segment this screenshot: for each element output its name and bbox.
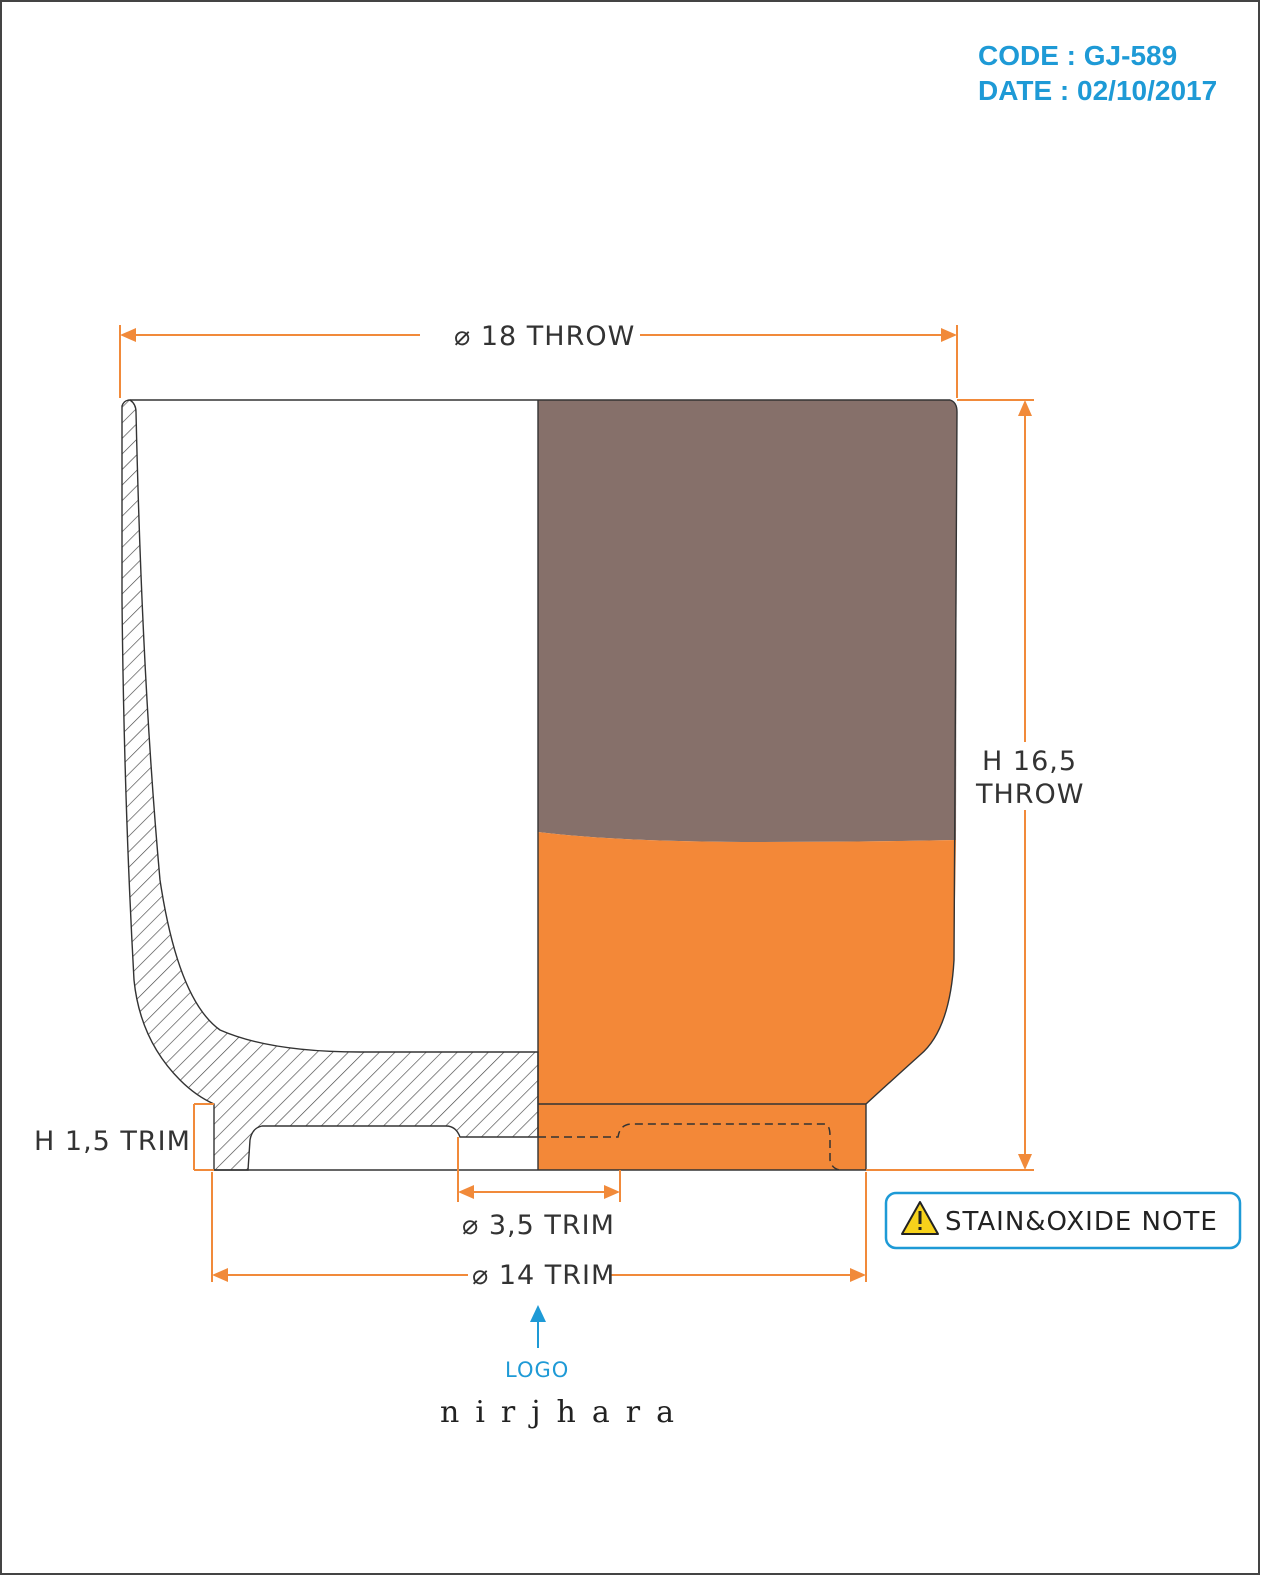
brand-wordmark: nirjhara: [440, 1395, 690, 1430]
inner-foot-label: ⌀ 3,5 TRIM: [462, 1210, 615, 1241]
note-label: STAIN&OXIDE NOTE: [945, 1207, 1218, 1237]
inner-foot-dimension: ⌀ 3,5 TRIM: [457, 1137, 621, 1241]
logo-pointer: LOGO: [505, 1305, 569, 1382]
stain-oxide-note: STAIN&OXIDE NOTE: [884, 1191, 1242, 1250]
glaze-outline: [538, 399, 958, 1171]
glazed-exterior: [538, 399, 958, 1171]
code-label: CODE : GJ-589: [978, 40, 1177, 71]
foot-diameter-dimension: ⌀ 14 TRIM: [211, 1172, 867, 1291]
warning-icon: [901, 1201, 939, 1235]
hatched-wall-section: [121, 399, 539, 1171]
top-diameter-label: ⌀ 18 THROW: [454, 321, 635, 352]
foot-diameter-label: ⌀ 14 TRIM: [472, 1260, 615, 1291]
cross-section: [121, 399, 539, 1171]
height-label-line1: H 16,5: [982, 746, 1077, 777]
logo-arrow-up-icon: [530, 1305, 546, 1322]
height-dimension: H 16,5 THROW: [866, 399, 1085, 1171]
hidden-foot-profile: [538, 1123, 843, 1171]
top-diameter-dimension: ⌀ 18 THROW: [119, 321, 958, 398]
brand-logo: nirjhara: [440, 1395, 690, 1430]
date-label: DATE : 02/10/2017: [978, 75, 1217, 106]
orange-glaze-region: [538, 832, 956, 1170]
foot-height-label: H 1,5 TRIM: [34, 1126, 191, 1157]
oxide-brown-region: [538, 400, 957, 842]
foot-height-dimension: H 1,5 TRIM: [34, 1103, 214, 1171]
logo-label: LOGO: [505, 1358, 569, 1382]
note-box: [884, 1191, 1242, 1250]
height-label-line2: THROW: [975, 779, 1085, 810]
